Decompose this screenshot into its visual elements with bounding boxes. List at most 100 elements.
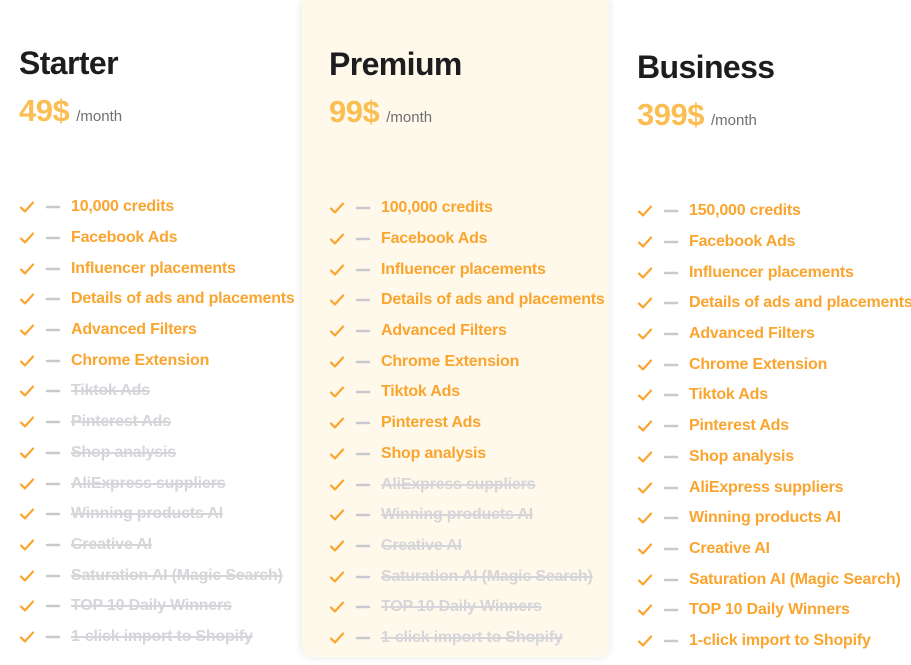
dash-icon <box>663 295 679 311</box>
plan-period: /month <box>710 112 757 129</box>
feature-row: AliExpress suppliers <box>329 469 601 500</box>
check-icon <box>637 357 653 373</box>
plan-title: Premium <box>329 46 462 82</box>
check-icon <box>19 414 35 430</box>
feature-row: Chrome Extension <box>329 346 601 377</box>
dash-icon <box>355 323 371 339</box>
check-icon <box>19 199 35 215</box>
dash-icon <box>45 568 61 584</box>
feature-label: Tiktok Ads <box>381 383 460 401</box>
dash-icon <box>45 291 61 307</box>
feature-label: 10,000 credits <box>71 198 175 216</box>
feature-row: Creative AI <box>329 531 601 562</box>
dash-icon <box>45 230 61 246</box>
feature-row: Shop analysis <box>637 442 903 473</box>
feature-label: AliExpress suppliers <box>689 478 844 496</box>
feature-label: Facebook Ads <box>381 230 488 248</box>
feature-label: Influencer placements <box>689 263 854 281</box>
feature-label: Saturation AI (Magic Search) <box>381 567 593 585</box>
plan-card-business: Business 399$ /month 150,000 credits <box>614 0 911 665</box>
dash-icon <box>355 262 371 278</box>
feature-list: 150,000 credits Facebook Ads Influencer … <box>637 196 911 656</box>
check-icon <box>637 602 653 618</box>
feature-label: Details of ads and placements <box>689 294 911 312</box>
feature-label: Influencer placements <box>71 259 236 277</box>
check-icon <box>19 506 35 522</box>
check-icon <box>19 383 35 399</box>
dash-icon <box>355 384 371 400</box>
feature-row: Tiktok Ads <box>637 380 903 411</box>
feature-label: 150,000 credits <box>689 202 801 220</box>
feature-row: TOP 10 Daily Winners <box>19 591 289 622</box>
feature-label: Pinterest Ads <box>381 414 481 432</box>
dash-icon <box>663 572 679 588</box>
feature-label: Advanced Filters <box>689 325 815 343</box>
feature-row: Saturation AI (Magic Search) <box>329 561 601 592</box>
feature-label: Winning products AI <box>381 506 533 524</box>
dash-icon <box>45 598 61 614</box>
check-icon <box>637 480 653 496</box>
check-icon <box>329 477 345 493</box>
check-icon <box>19 445 35 461</box>
dash-icon <box>355 538 371 554</box>
dash-icon <box>355 599 371 615</box>
check-icon <box>329 384 345 400</box>
feature-row: Saturation AI (Magic Search) <box>637 564 903 595</box>
feature-row: Facebook Ads <box>637 227 903 258</box>
feature-label: 1-click import to Shopify <box>71 627 253 645</box>
feature-row: Shop analysis <box>19 438 289 469</box>
feature-row: Saturation AI (Magic Search) <box>19 560 289 591</box>
dash-icon <box>45 353 61 369</box>
check-icon <box>329 323 345 339</box>
check-icon <box>637 418 653 434</box>
dash-icon <box>663 387 679 403</box>
feature-label: Creative AI <box>381 536 462 554</box>
feature-label: Tiktok Ads <box>689 386 768 404</box>
feature-row: Winning products AI <box>19 499 289 530</box>
feature-label: 1-click import to Shopify <box>381 628 563 646</box>
feature-row: Tiktok Ads <box>19 376 289 407</box>
feature-list: 10,000 credits Facebook Ads Influencer p… <box>19 192 295 653</box>
dash-icon <box>45 261 61 277</box>
check-icon <box>637 449 653 465</box>
dash-icon <box>355 354 371 370</box>
feature-row: Shop analysis <box>329 439 601 470</box>
dash-icon <box>663 541 679 557</box>
feature-label: Creative AI <box>71 535 152 553</box>
dash-icon <box>355 446 371 462</box>
feature-row: 1-click import to Shopify <box>329 623 601 654</box>
feature-label: Creative AI <box>689 539 770 557</box>
check-icon <box>637 265 653 281</box>
dash-icon <box>355 415 371 431</box>
check-icon <box>637 326 653 342</box>
check-icon <box>19 537 35 553</box>
feature-label: AliExpress suppliers <box>381 475 536 493</box>
dash-icon <box>663 633 679 649</box>
check-icon <box>637 203 653 219</box>
feature-row: Facebook Ads <box>19 223 289 254</box>
feature-row: Details of ads and placements <box>329 285 605 316</box>
feature-row: TOP 10 Daily Winners <box>329 592 601 623</box>
plan-price: 49$ <box>19 93 70 128</box>
plan-price: 399$ <box>637 97 704 132</box>
feature-label: Facebook Ads <box>689 233 796 251</box>
dash-icon <box>45 629 61 645</box>
feature-row: Creative AI <box>19 530 289 561</box>
dash-icon <box>45 476 61 492</box>
feature-row: Influencer placements <box>329 254 601 285</box>
feature-label: Saturation AI (Magic Search) <box>689 570 901 588</box>
feature-row: 1-click import to Shopify <box>19 622 289 653</box>
feature-row: AliExpress suppliers <box>637 472 903 503</box>
feature-label: Influencer placements <box>381 260 546 278</box>
dash-icon <box>45 199 61 215</box>
check-icon <box>329 415 345 431</box>
feature-label: Chrome Extension <box>689 355 828 373</box>
dash-icon <box>355 507 371 523</box>
feature-row: 150,000 credits <box>637 196 903 227</box>
feature-label: Details of ads and placements <box>71 290 295 308</box>
check-icon <box>637 541 653 557</box>
feature-row: Influencer placements <box>19 253 289 284</box>
check-icon <box>19 261 35 277</box>
check-icon <box>19 629 35 645</box>
